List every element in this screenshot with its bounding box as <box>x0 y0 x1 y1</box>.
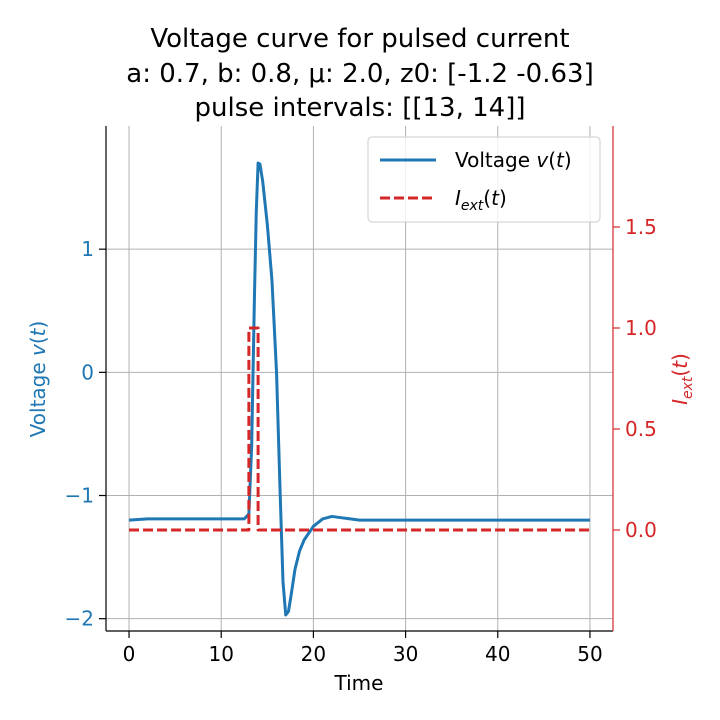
chart-title-line-1: Voltage curve for pulsed current <box>150 24 569 54</box>
y-left-tick-label: 0 <box>81 360 94 384</box>
series-line-voltage <box>128 161 590 617</box>
y-axis-right-label: Iext(t) <box>668 353 696 405</box>
y-left-tick-label: −2 <box>65 607 94 631</box>
x-tick-label: 40 <box>485 642 510 666</box>
legend-voltage-label: Voltage v(t) <box>455 148 572 172</box>
legend-current-label: Iext(t) <box>455 186 507 214</box>
series-layer <box>128 161 590 617</box>
y-right-tick-label: 0.5 <box>625 417 657 441</box>
y-right-tick-label: 1.5 <box>625 215 657 239</box>
series-line-current <box>129 326 590 532</box>
x-axis-label: Time <box>334 671 384 695</box>
x-tick-label: 50 <box>577 642 602 666</box>
x-tick-label: 0 <box>123 642 136 666</box>
y-axis-left-label: Voltage v(t) <box>26 321 50 438</box>
legend-frame <box>367 136 601 223</box>
x-tick-label: 10 <box>209 642 234 666</box>
chart-title-line-2: a: 0.7, b: 0.8, μ: 2.0, z0: [-1.2 -0.63] <box>126 59 593 89</box>
x-tick-label: 20 <box>301 642 326 666</box>
y-right-tick-label: 0.0 <box>625 518 657 542</box>
y-left-tick-label: −1 <box>65 484 94 508</box>
legend: Voltage v(t) Iext(t) <box>367 136 601 223</box>
x-tick-label: 30 <box>393 642 418 666</box>
axes <box>99 126 620 638</box>
y-left-tick-label: 1 <box>81 237 94 261</box>
chart-title-line-3: pulse intervals: [[13, 14]] <box>195 93 526 123</box>
y-right-tick-label: 1.0 <box>625 316 657 340</box>
tick-labels: 0 10 20 30 40 50 −2 −1 0 1 0.0 0.5 1.0 1.5 <box>65 215 657 666</box>
